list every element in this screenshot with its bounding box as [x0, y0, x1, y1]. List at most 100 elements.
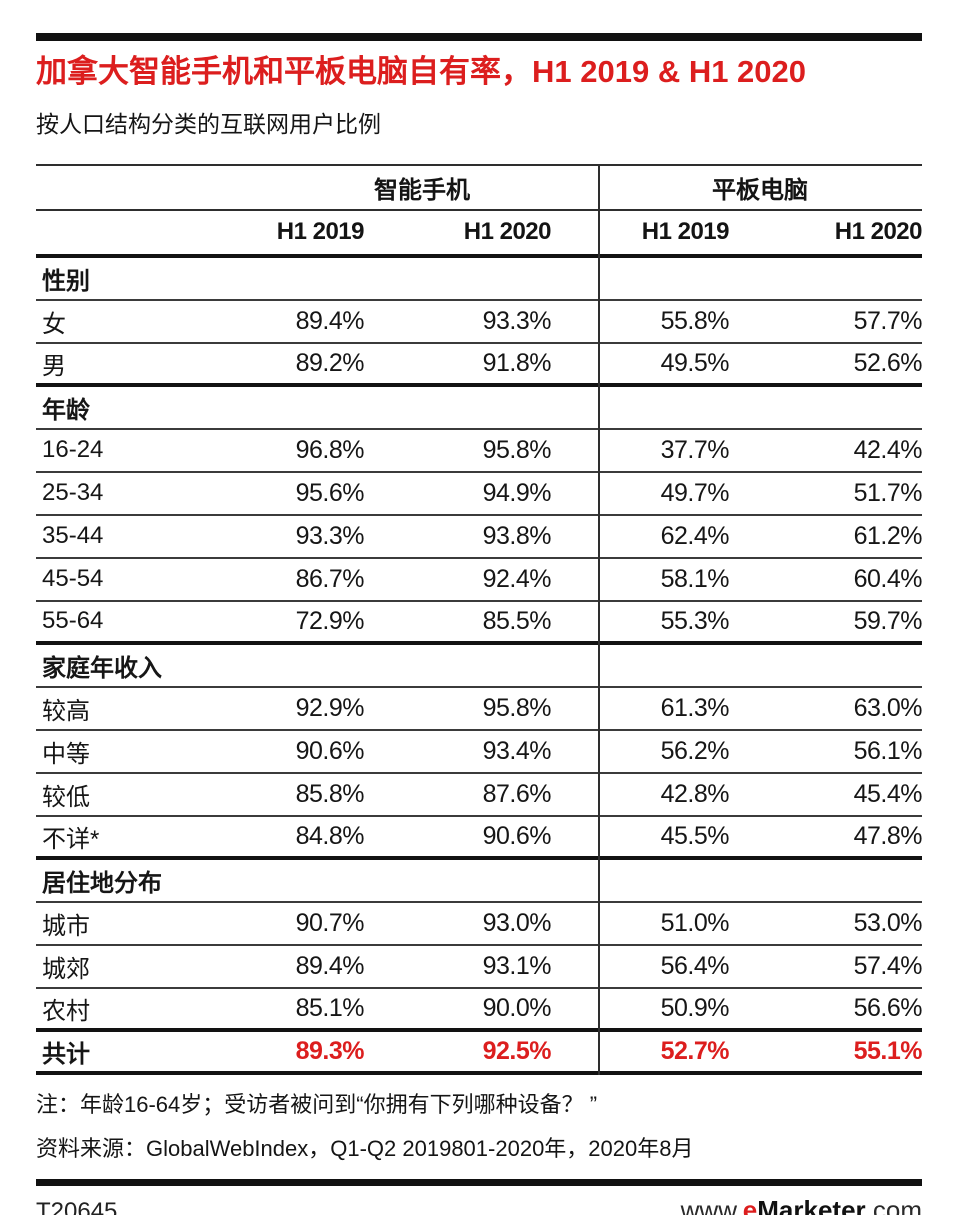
row-label: 女 [42, 310, 66, 338]
value-tablet-h1-2019: 61.3% [660, 693, 730, 722]
value-smartphone-h1-2019: 72.9% [295, 606, 365, 635]
row-label: 较高 [42, 697, 90, 725]
value-smartphone-h1-2019: 89.3% [295, 1036, 365, 1065]
value-tablet-h1-2019: 49.5% [660, 348, 730, 377]
value-smartphone-h1-2019: 89.2% [295, 348, 365, 377]
value-tablet-h1-2020: 57.7% [853, 306, 923, 335]
value-smartphone-h1-2020: 93.8% [482, 521, 552, 550]
value-tablet-h1-2020: 57.4% [853, 951, 923, 980]
group-header-tablet: 平板电脑 [712, 176, 808, 204]
value-tablet-h1-2019: 56.4% [660, 951, 730, 980]
table-row: 较低 85.8% 87.6% 42.8% 45.4% [36, 774, 923, 817]
emarketer-logo: www.eMarketer.com [681, 1195, 922, 1215]
value-smartphone-h1-2020: 95.8% [482, 693, 552, 722]
row-label: 较低 [42, 783, 90, 811]
table-row: 16-24 96.8% 95.8% 37.7% 42.4% [36, 430, 923, 473]
table-row: 55-64 72.9% 85.5% 55.3% 59.7% [36, 602, 923, 645]
row-label: 不详* [42, 825, 100, 853]
value-smartphone-h1-2019: 86.7% [295, 564, 365, 593]
table-row: 35-44 93.3% 93.8% 62.4% 61.2% [36, 516, 923, 559]
group-header-smartphone: 智能手机 [374, 176, 470, 204]
brand-name: Marketer [757, 1194, 866, 1215]
column-header-smartphone-h1-2020: H1 2020 [463, 218, 552, 246]
value-tablet-h1-2019: 58.1% [660, 564, 730, 593]
value-smartphone-h1-2020: 92.5% [482, 1036, 552, 1065]
value-tablet-h1-2019: 52.7% [660, 1036, 730, 1065]
value-tablet-h1-2020: 61.2% [853, 521, 923, 550]
section-header-row: 年龄 [36, 387, 922, 430]
column-header-tablet-h1-2020: H1 2020 [834, 218, 923, 246]
value-tablet-h1-2020: 45.4% [853, 779, 923, 808]
value-smartphone-h1-2020: 90.6% [482, 821, 552, 850]
value-smartphone-h1-2019: 84.8% [295, 821, 365, 850]
page-subtitle: 按人口结构分类的互联网用户比例 [36, 110, 381, 137]
value-tablet-h1-2019: 55.8% [660, 306, 730, 335]
value-tablet-h1-2019: 37.7% [660, 435, 730, 464]
section-header: 性别 [42, 267, 90, 295]
source-note: 资料来源：GlobalWebIndex，Q1-Q2 2019801-2020年，… [36, 1135, 694, 1161]
site-prefix: www. [680, 1194, 743, 1215]
chart-id: T20645 [36, 1197, 118, 1215]
value-smartphone-h1-2019: 85.1% [295, 993, 365, 1022]
row-label: 中等 [42, 740, 90, 768]
row-label: 35-44 [42, 522, 104, 550]
brand-e: e [742, 1194, 758, 1215]
row-label: 16-24 [42, 436, 104, 464]
table-row: 45-54 86.7% 92.4% 58.1% 60.4% [36, 559, 923, 602]
total-label: 共计 [42, 1040, 90, 1068]
value-tablet-h1-2019: 49.7% [660, 478, 730, 507]
row-label: 城市 [42, 912, 90, 940]
value-tablet-h1-2019: 42.8% [660, 779, 730, 808]
value-smartphone-h1-2020: 93.4% [482, 736, 552, 765]
value-tablet-h1-2020: 51.7% [853, 478, 923, 507]
table-column-header-row: H1 2019 H1 2020 H1 2019 H1 2020 [36, 211, 923, 258]
value-smartphone-h1-2020: 93.1% [482, 951, 552, 980]
value-tablet-h1-2019: 56.2% [660, 736, 730, 765]
total-row: 共计 89.3% 92.5% 52.7% 55.1% [36, 1032, 923, 1075]
section-header-row: 居住地分布 [36, 860, 922, 903]
value-smartphone-h1-2020: 90.0% [482, 993, 552, 1022]
table-group-header-row: 智能手机 平板电脑 [36, 166, 922, 211]
value-smartphone-h1-2019: 90.7% [295, 908, 365, 937]
value-tablet-h1-2019: 45.5% [660, 821, 730, 850]
table-row: 较高 92.9% 95.8% 61.3% 63.0% [36, 688, 923, 731]
value-smartphone-h1-2019: 95.6% [295, 478, 365, 507]
section-header: 年龄 [42, 396, 90, 424]
bottom-divider-bar [36, 1178, 922, 1186]
value-smartphone-h1-2020: 87.6% [482, 779, 552, 808]
table-row: 不详* 84.8% 90.6% 45.5% 47.8% [36, 817, 923, 860]
row-label: 45-54 [42, 565, 104, 593]
row-label: 55-64 [42, 607, 104, 635]
table-row: 城郊 89.4% 93.1% 56.4% 57.4% [36, 946, 923, 989]
value-smartphone-h1-2020: 94.9% [482, 478, 552, 507]
table-body: 性别女 89.4% 93.3% 55.8% 57.7% 男 89.2% 91.8% 49.5% 5… [36, 258, 923, 1075]
value-smartphone-h1-2019: 92.9% [295, 693, 365, 722]
value-tablet-h1-2020: 53.0% [853, 908, 923, 937]
value-smartphone-h1-2019: 93.3% [295, 521, 365, 550]
value-smartphone-h1-2020: 93.0% [482, 908, 552, 937]
value-smartphone-h1-2020: 92.4% [482, 564, 552, 593]
section-header: 家庭年收入 [42, 654, 162, 682]
value-tablet-h1-2020: 56.1% [853, 736, 923, 765]
table-row: 女 89.4% 93.3% 55.8% 57.7% [36, 301, 923, 344]
value-tablet-h1-2020: 60.4% [853, 564, 923, 593]
value-tablet-h1-2019: 50.9% [660, 993, 730, 1022]
value-tablet-h1-2020: 56.6% [853, 993, 923, 1022]
footnote: 注：年龄16-64岁；受访者被问到“你拥有下列哪种设备？ ” [36, 1091, 598, 1117]
value-smartphone-h1-2019: 96.8% [295, 435, 365, 464]
value-tablet-h1-2020: 47.8% [853, 821, 923, 850]
row-label: 25-34 [42, 479, 104, 507]
row-label: 城郊 [42, 955, 90, 983]
table-row: 男 89.2% 91.8% 49.5% 52.6% [36, 344, 923, 387]
value-tablet-h1-2019: 51.0% [660, 908, 730, 937]
value-smartphone-h1-2019: 89.4% [295, 951, 365, 980]
top-divider-bar [36, 33, 922, 41]
row-label: 男 [42, 352, 66, 380]
value-tablet-h1-2020: 63.0% [853, 693, 923, 722]
section-header-row: 性别 [36, 258, 922, 301]
column-header-smartphone-h1-2019: H1 2019 [276, 218, 365, 246]
value-smartphone-h1-2019: 89.4% [295, 306, 365, 335]
value-tablet-h1-2020: 55.1% [853, 1036, 923, 1065]
table-vertical-divider [598, 165, 600, 1075]
